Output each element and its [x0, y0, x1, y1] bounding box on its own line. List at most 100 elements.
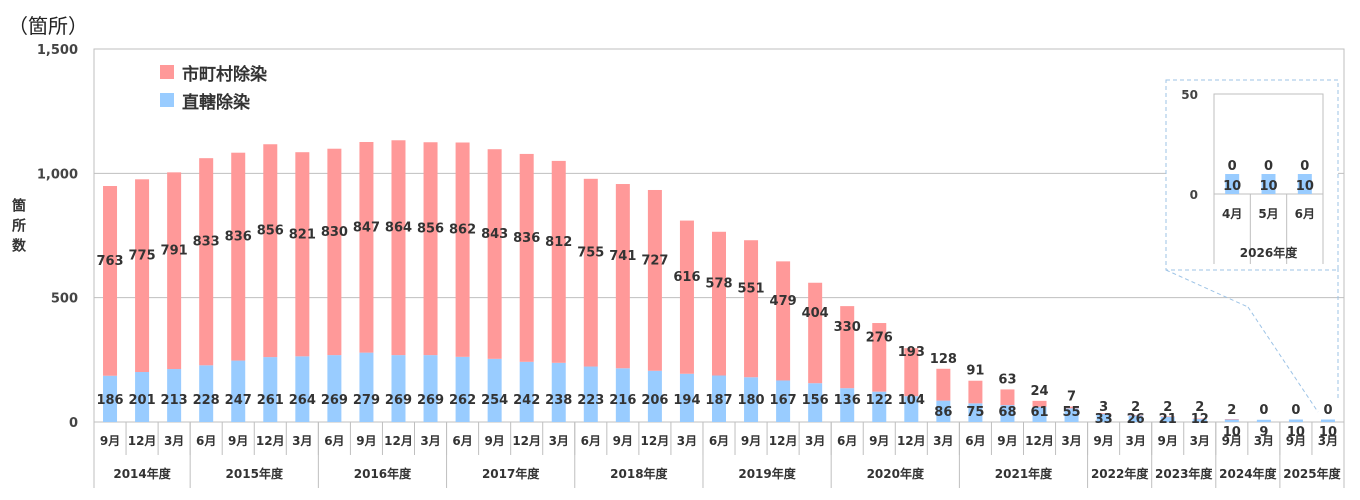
x-tick-label: 3月 — [933, 434, 953, 448]
data-label-direct: 194 — [673, 393, 700, 408]
fiscal-year-label: 2024年度 — [1219, 466, 1277, 481]
x-tick-label: 9月 — [869, 434, 889, 448]
data-label-municipal: 2 — [1227, 403, 1236, 418]
x-tick-label: 6月 — [581, 434, 601, 448]
data-label-direct: 269 — [417, 393, 444, 408]
bar-municipal — [551, 160, 566, 363]
bar-direct — [840, 388, 855, 422]
data-label-direct: 269 — [385, 393, 412, 408]
bar-municipal — [455, 142, 470, 357]
bar-direct — [647, 370, 662, 422]
inset-connector — [1247, 306, 1319, 413]
inset-x-tick-label: 6月 — [1295, 207, 1315, 221]
inset-data-label-direct: 10 — [1296, 179, 1314, 194]
data-label-municipal: 856 — [417, 222, 444, 237]
bar-direct — [776, 380, 791, 422]
data-label-municipal: 24 — [1030, 384, 1048, 399]
data-label-direct: 201 — [129, 393, 156, 408]
data-label-direct: 21 — [1159, 412, 1177, 427]
data-label-direct: 228 — [193, 393, 220, 408]
bar-municipal — [519, 153, 534, 362]
data-label-municipal: 830 — [321, 225, 348, 240]
data-label-municipal: 2 — [1163, 400, 1172, 415]
bar-direct — [391, 355, 406, 422]
bar-municipal — [263, 144, 278, 358]
data-label-municipal: 3 — [1099, 400, 1108, 415]
bar-direct — [1064, 408, 1079, 422]
fiscal-year-label: 2025年度 — [1283, 466, 1341, 481]
data-label-municipal: 727 — [641, 253, 668, 268]
data-label-municipal: 843 — [481, 227, 508, 242]
data-label-municipal: 616 — [673, 270, 700, 285]
data-label-direct: 10 — [1319, 425, 1337, 440]
y-tick-label: 1,000 — [37, 167, 78, 182]
bar-municipal — [295, 152, 310, 357]
x-tick-label: 3月 — [1190, 434, 1210, 448]
inset-x-tick-label: 4月 — [1222, 207, 1242, 221]
bar-municipal — [487, 149, 502, 359]
inset-x-tick-label: 5月 — [1258, 207, 1278, 221]
data-label-municipal: 864 — [385, 221, 412, 236]
data-label-direct: 187 — [705, 393, 732, 408]
inset-y-tick-label: 50 — [1181, 88, 1198, 102]
data-label-direct: 262 — [449, 393, 476, 408]
fiscal-year-label: 2021年度 — [995, 466, 1053, 481]
bar-direct — [519, 361, 534, 422]
y-tick-label: 1,500 — [37, 43, 78, 58]
bar-direct — [295, 356, 310, 422]
legend: 市町村除染 直轄除染 — [160, 58, 267, 114]
bar-direct — [423, 355, 438, 422]
x-tick-label: 12月 — [256, 434, 285, 448]
x-tick-label: 3月 — [1125, 434, 1145, 448]
bar-direct — [103, 375, 118, 422]
x-tick-label: 9月 — [1093, 434, 1113, 448]
bar-municipal — [744, 240, 759, 378]
bar-direct — [135, 372, 150, 422]
data-label-direct: 68 — [998, 405, 1016, 420]
x-tick-label: 12月 — [384, 434, 413, 448]
bar-municipal — [936, 368, 951, 401]
bar-direct — [327, 355, 342, 422]
x-tick-label: 12月 — [1025, 434, 1054, 448]
bar-municipal — [423, 142, 438, 356]
inset-y-tick-label: 0 — [1190, 188, 1198, 202]
data-label-municipal: 763 — [96, 254, 123, 269]
data-label-direct: 86 — [934, 405, 952, 420]
bar-direct — [455, 356, 470, 422]
bar-direct — [936, 400, 951, 422]
bar-direct — [263, 357, 278, 422]
bar-municipal — [968, 380, 983, 404]
inset-fiscal-year-label: 2026年度 — [1240, 245, 1298, 260]
bar-direct — [199, 365, 214, 422]
x-tick-label: 3月 — [549, 434, 569, 448]
x-tick-label: 6月 — [837, 434, 857, 448]
inset-data-label-municipal: 0 — [1228, 159, 1237, 174]
data-label-municipal: 821 — [289, 227, 316, 242]
bar-municipal — [840, 306, 855, 389]
x-tick-label: 12月 — [128, 434, 157, 448]
bar-direct — [1288, 419, 1303, 422]
bar-municipal — [231, 152, 246, 361]
bar-direct — [968, 403, 983, 422]
inset-connector — [1165, 269, 1249, 308]
bar-municipal — [167, 172, 182, 370]
x-tick-label: 6月 — [196, 434, 216, 448]
data-label-municipal: 755 — [577, 246, 604, 261]
data-label-direct: 122 — [866, 393, 893, 408]
data-label-municipal: 91 — [966, 364, 984, 379]
bar-municipal — [1000, 389, 1015, 406]
data-label-direct: 55 — [1063, 405, 1081, 420]
bar-direct — [1096, 413, 1111, 422]
bar-municipal — [872, 323, 887, 392]
data-label-municipal: 812 — [545, 235, 572, 250]
bar-direct — [1320, 419, 1335, 422]
data-label-direct: 61 — [1030, 405, 1048, 420]
inset-bar-direct — [1225, 174, 1240, 194]
data-label-direct: 223 — [577, 393, 604, 408]
data-label-municipal: 551 — [737, 282, 764, 297]
data-label-municipal: 2 — [1131, 400, 1140, 415]
inset-data-label-direct: 10 — [1223, 179, 1241, 194]
bar-direct — [904, 396, 919, 422]
x-tick-label: 9月 — [356, 434, 376, 448]
